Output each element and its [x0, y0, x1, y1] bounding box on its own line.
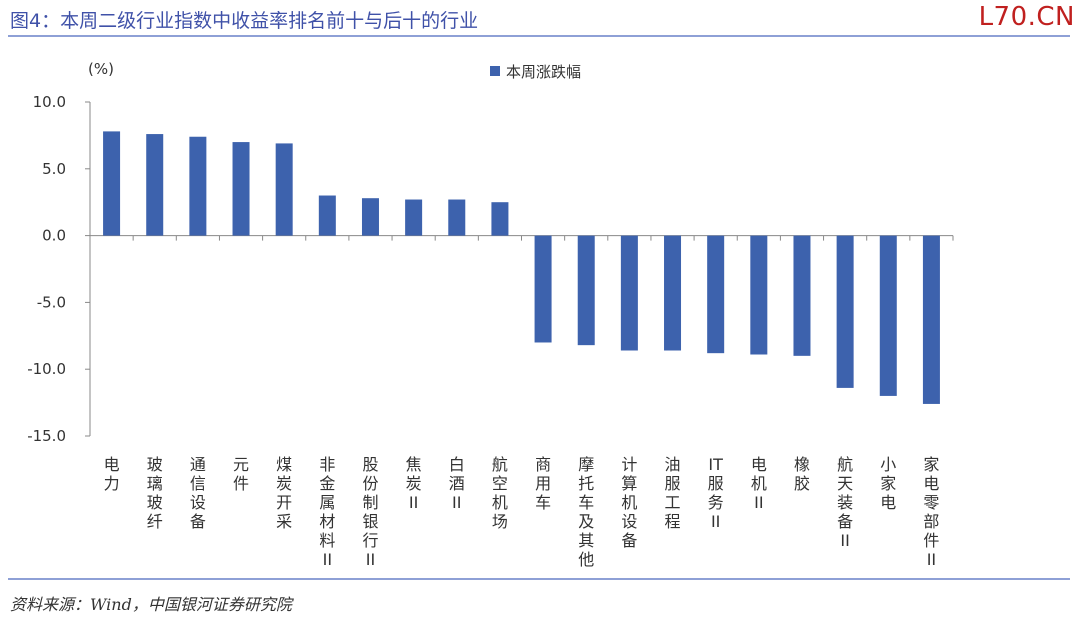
- category-label: 玻璃玻纤: [147, 455, 163, 531]
- y-tick-label: -5.0: [37, 293, 66, 311]
- category-label: 家电零部件 II: [923, 455, 939, 569]
- bar: [189, 136, 207, 236]
- bar: [922, 235, 940, 404]
- figure-title: 图4：本周二级行业指数中收益率排名前十与后十的行业: [10, 10, 479, 32]
- category-label: 计算机设备: [621, 455, 637, 550]
- chart-axes: [89, 102, 954, 436]
- bar: [836, 235, 854, 388]
- y-unit-label: (%): [88, 60, 114, 78]
- bar: [534, 235, 552, 343]
- category-label: 煤炭开采: [276, 455, 292, 531]
- figure-header: 图4：本周二级行业指数中收益率排名前十与后十的行业 L70.CN: [10, 2, 1075, 34]
- category-label: 非金属材料 II: [319, 455, 335, 569]
- category-label: IT 服务 II: [708, 455, 724, 531]
- bar: [879, 235, 897, 396]
- category-label: 焦炭 II: [406, 455, 422, 512]
- bar: [707, 235, 725, 354]
- bar: [146, 134, 164, 236]
- bar: [620, 235, 638, 351]
- category-label: 通信设备: [190, 455, 206, 531]
- category-label: 白酒 II: [449, 455, 465, 512]
- category-label: 油服工程: [665, 455, 681, 531]
- bar: [318, 195, 336, 236]
- y-tick-label: -10.0: [27, 360, 66, 378]
- bar: [405, 199, 423, 236]
- bar: [793, 235, 811, 356]
- bar: [491, 202, 509, 236]
- y-tick-label: -15.0: [27, 427, 66, 445]
- source-note: 资料来源：Wind，中国银河证券研究院: [10, 595, 292, 614]
- site-watermark: L70.CN: [978, 2, 1075, 32]
- chart-bars: [103, 131, 940, 404]
- category-label: 橡胶: [794, 455, 810, 493]
- category-label: 航空机场: [492, 455, 508, 531]
- bar: [103, 131, 121, 236]
- bar: [664, 235, 682, 351]
- legend-label: 本周涨跌幅: [506, 63, 581, 81]
- category-label: 股份制银行 II: [362, 455, 378, 569]
- bar: [232, 142, 250, 236]
- category-label: 商用车: [535, 455, 551, 512]
- bottom-rule: [8, 578, 1070, 580]
- bar: [448, 199, 466, 236]
- legend: 本周涨跌幅: [490, 63, 581, 81]
- category-label: 摩托车及其他: [578, 455, 594, 569]
- y-tick-label: 5.0: [42, 160, 66, 178]
- y-tick-label: 10.0: [33, 93, 66, 111]
- top-rule: [8, 35, 1070, 37]
- category-label: 小家电: [880, 455, 896, 512]
- bar: [275, 143, 293, 236]
- category-label: 航天装备 II: [837, 455, 853, 550]
- bar: [750, 235, 768, 355]
- y-tick-label: 0.0: [42, 227, 66, 245]
- legend-swatch: [490, 66, 500, 76]
- chart-y-ticks: 10.0 5.0 0.0 -5.0 -10.0 -15.0: [27, 93, 90, 445]
- chart-category-labels: 电力 玻璃玻纤 通信设备 元件 煤炭开采 非金属材料 II 股份制银行 II 焦炭 II 白酒 II 航空…: [104, 455, 940, 569]
- bar: [577, 235, 595, 346]
- category-label: 电力: [104, 455, 120, 493]
- category-label: 元件: [233, 455, 249, 493]
- bar: [361, 198, 379, 236]
- category-label: 电机 II: [751, 455, 767, 512]
